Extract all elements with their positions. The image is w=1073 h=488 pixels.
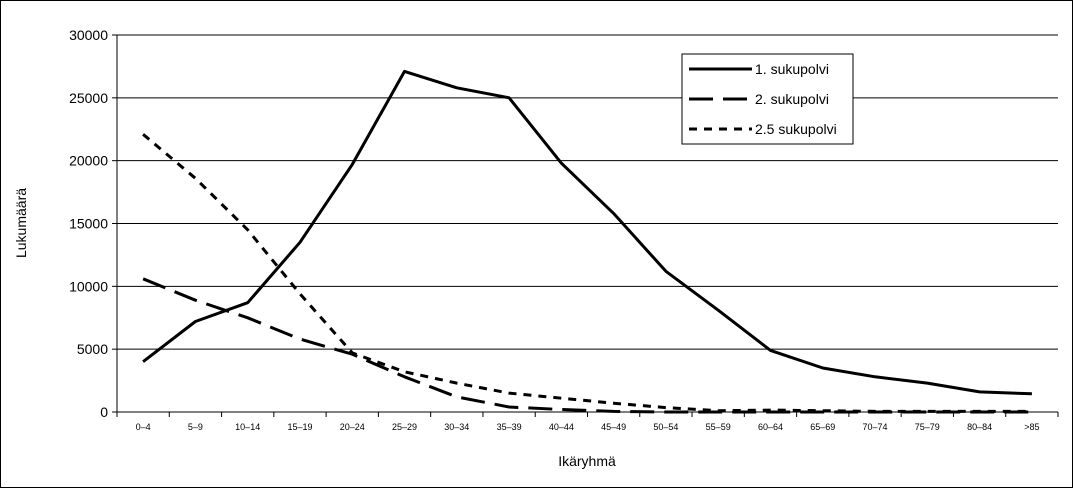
x-tick-label: 25–29 [392, 422, 417, 432]
x-tick-label: 80–84 [967, 422, 992, 432]
x-tick-label: 75–79 [915, 422, 940, 432]
x-tick-label: 35–39 [497, 422, 522, 432]
x-tick-label: 10–14 [235, 422, 260, 432]
x-axis-title: Ikäryhmä [558, 453, 616, 469]
y-tick-label: 25000 [69, 90, 108, 106]
y-tick-label: 0 [100, 404, 108, 420]
x-tick-label: 60–64 [758, 422, 783, 432]
x-tick-label: 55–59 [706, 422, 731, 432]
y-tick-label: 30000 [69, 27, 108, 43]
axes [112, 34, 1059, 417]
series-lines [142, 69, 1032, 414]
y-tick-label: 15000 [69, 216, 108, 232]
y-axis-title: Lukumäärä [13, 188, 29, 258]
y-tick-label: 10000 [69, 278, 108, 294]
y-tick-label: 20000 [69, 153, 108, 169]
x-tick-label: 40–44 [549, 422, 574, 432]
x-tick-labels: 0–4 5–9 10–14 15–19 20–24 25–29 30–34 35–39 40–4… [136, 422, 1040, 432]
x-tick-label: 65–69 [810, 422, 835, 432]
series-line-3 [142, 133, 1032, 413]
x-tick-label: 5–9 [188, 422, 203, 432]
x-tick-label: >85 [1024, 422, 1039, 432]
x-tick-label: 30–34 [444, 422, 469, 432]
x-tick-label: 20–24 [340, 422, 365, 432]
y-tick-label: 5000 [77, 341, 108, 357]
legend-label-2: 2. sukupolvi [755, 91, 829, 107]
legend: 1. sukupolvi 2. sukupolvi 2.5 sukupolvi [681, 53, 854, 145]
legend-label-3: 2.5 sukupolvi [755, 121, 837, 137]
x-tick-label: 15–19 [287, 422, 312, 432]
x-tick-label: 45–49 [601, 422, 626, 432]
legend-label-1: 1. sukupolvi [755, 61, 829, 77]
x-tick-label: 50–54 [653, 422, 678, 432]
x-tick-label: 0–4 [136, 422, 151, 432]
y-tick-labels: 0 5000 10000 15000 20000 25000 30000 [69, 27, 108, 420]
series-line-1 [142, 69, 1032, 396]
x-tick-label: 70–74 [863, 422, 888, 432]
gridlines [117, 34, 1058, 350]
series-line-2 [142, 277, 1032, 414]
